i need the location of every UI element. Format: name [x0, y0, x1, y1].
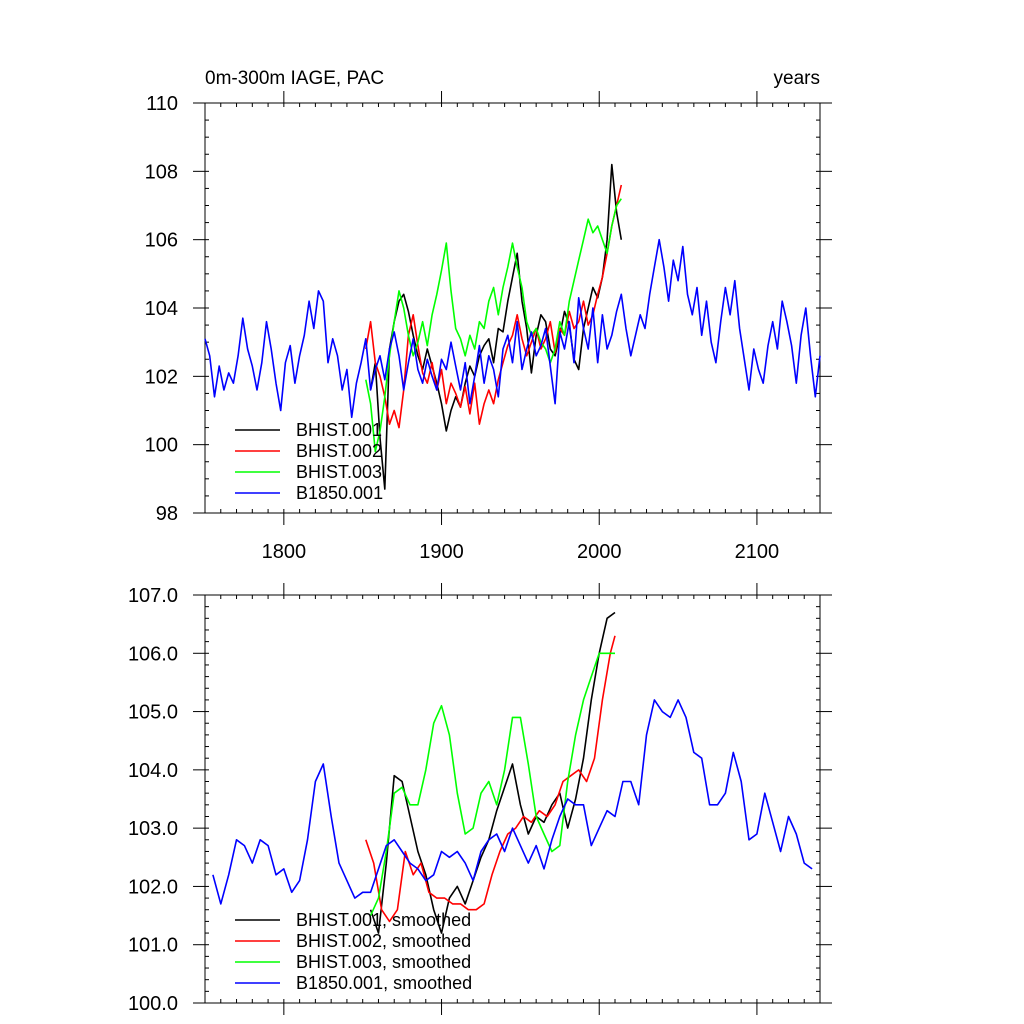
y-tick-label: 108: [145, 161, 178, 183]
y-tick-label: 107.0: [128, 585, 178, 607]
x-tick-label: 2100: [735, 541, 780, 563]
y-tick-label: 106.0: [128, 643, 178, 665]
y-tick-label: 100: [145, 435, 178, 457]
series-line-bhist-002-smoothed: [365, 635, 616, 923]
y-tick-label: 100.0: [128, 993, 178, 1015]
top-panel: 1800 1900 2000 2100 98 100 102 104 106 108 110 BHIS…: [145, 91, 832, 563]
legend-label: BHIST.003: [296, 462, 382, 482]
series-line-bhist-001: [369, 163, 623, 490]
y-tick-label: 98: [156, 503, 178, 525]
x-tick-label: 2000: [577, 541, 622, 563]
series-line-b1850-001: [204, 238, 821, 419]
plot-title-right: years: [774, 68, 820, 89]
x-tick-label: 1800: [262, 541, 307, 563]
y-tick-label: 110: [146, 93, 178, 115]
series-line-b1850-001-smoothed: [212, 699, 813, 905]
legend-label: B1850.001: [296, 483, 383, 503]
series-line-bhist-003: [365, 198, 622, 453]
series-line-bhist-001-smoothed: [369, 611, 616, 934]
legend-label: BHIST.002, smoothed: [296, 931, 471, 951]
y-tick-label: 104: [145, 298, 178, 320]
series-line-bhist-002: [365, 184, 623, 429]
bottom-panel: 100.0 101.0 102.0 103.0 104.0 105.0 106.0 107.0…: [128, 583, 832, 1015]
legend-label: BHIST.002: [296, 441, 382, 461]
y-tick-label: 102: [145, 366, 178, 388]
plot-frame: [204, 594, 821, 1004]
y-tick-label: 105.0: [128, 702, 178, 724]
y-tick-label: 102.0: [128, 876, 178, 898]
y-tick-label: 106: [145, 230, 178, 252]
y-tick-label: 101.0: [128, 935, 178, 957]
legend-label: B1850.001, smoothed: [296, 973, 472, 993]
legend-label: BHIST.001, smoothed: [296, 910, 471, 930]
legend-label: BHIST.001: [296, 420, 382, 440]
y-tick-label: 103.0: [128, 818, 178, 840]
x-tick-label: 1900: [419, 541, 464, 563]
legend-label: BHIST.003, smoothed: [296, 952, 471, 972]
series-line-bhist-003-smoothed: [369, 652, 615, 916]
plot-title-left: 0m-300m IAGE, PAC: [205, 68, 384, 89]
y-tick-label: 104.0: [128, 760, 178, 782]
